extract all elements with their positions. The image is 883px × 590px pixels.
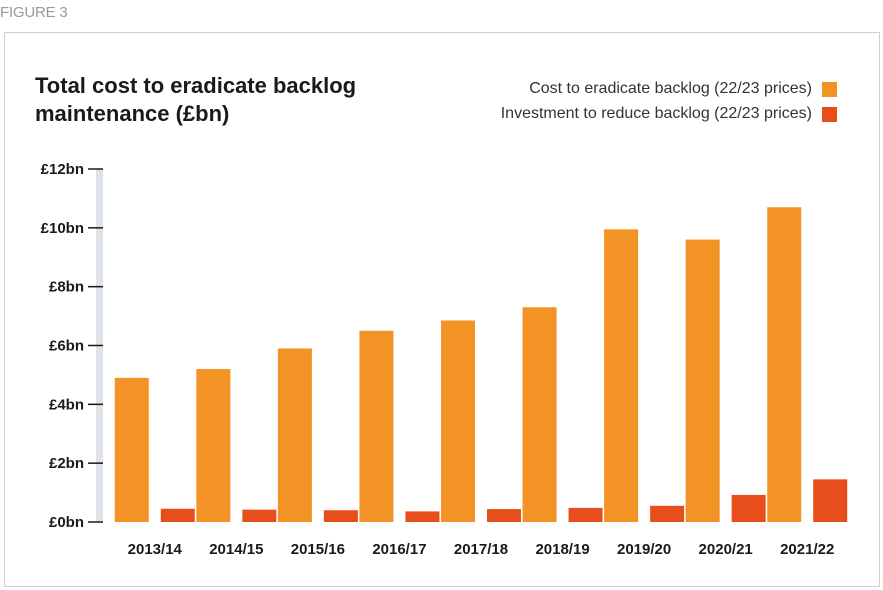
figure-label: FIGURE 3 <box>0 4 68 21</box>
legend-label-investment: Investment to reduce backlog (22/23 pric… <box>500 105 812 122</box>
y-axis-ticks: £0bn £2bn £4bn £6bn £8bn £10bn £12bn <box>41 161 103 531</box>
x-tick-label: 2014/15 <box>209 541 263 558</box>
legend-swatch-investment <box>822 106 837 122</box>
bars <box>114 207 848 522</box>
legend: Cost to eradicate backlog (22/23 prices)… <box>501 80 837 123</box>
x-tick-label: 2020/21 <box>699 541 753 558</box>
x-tick-label: 2015/16 <box>291 541 345 558</box>
y-tick-label: £4bn <box>49 396 84 413</box>
bar-investment-2015/16 <box>323 510 358 522</box>
x-tick-label: 2018/19 <box>535 541 589 558</box>
bar-investment-2014/15 <box>242 509 277 522</box>
bar-investment-2013/14 <box>160 508 195 522</box>
bar-investment-2018/19 <box>568 507 603 522</box>
legend-item-cost: Cost to eradicate backlog (22/23 prices) <box>529 80 837 98</box>
bar-cost-2014/15 <box>196 369 231 522</box>
bar-cost-2021/22 <box>767 207 802 522</box>
chart-title: Total cost to eradicate backlog maintena… <box>35 73 357 126</box>
bar-cost-2019/20 <box>604 229 639 522</box>
bar-cost-2017/18 <box>441 320 475 522</box>
bar-cost-2016/17 <box>359 330 394 522</box>
y-tick-label: £8bn <box>49 279 84 296</box>
x-tick-label: 2013/14 <box>128 541 183 558</box>
x-tick-label: 2017/18 <box>454 541 508 558</box>
y-tick-label: £6bn <box>49 338 84 355</box>
bar-investment-2016/17 <box>405 511 440 522</box>
bar-investment-2019/20 <box>650 505 685 522</box>
bar-cost-2013/14 <box>114 377 149 522</box>
bar-investment-2020/21 <box>731 494 766 522</box>
bar-investment-2021/22 <box>813 479 848 522</box>
y-tick-label: £0bn <box>49 514 84 531</box>
bar-cost-2020/21 <box>685 239 720 522</box>
bar-cost-2018/19 <box>522 307 557 522</box>
legend-item-investment: Investment to reduce backlog (22/23 pric… <box>501 105 837 123</box>
x-tick-label: 2021/22 <box>780 541 834 558</box>
x-axis-ticks: 2013/14 2014/15 2015/16 2016/17 2017/18 2018/… <box>128 541 835 558</box>
legend-swatch-cost <box>822 81 837 97</box>
x-tick-label: 2016/17 <box>372 541 426 558</box>
legend-label-cost: Cost to eradicate backlog (22/23 prices) <box>529 80 812 97</box>
y-tick-label: £12bn <box>41 161 84 178</box>
bar-cost-2015/16 <box>277 348 312 522</box>
bar-investment-2017/18 <box>487 509 521 522</box>
y-tick-label: £10bn <box>41 220 84 237</box>
x-tick-label: 2019/20 <box>617 541 671 558</box>
y-tick-label: £2bn <box>49 455 84 472</box>
